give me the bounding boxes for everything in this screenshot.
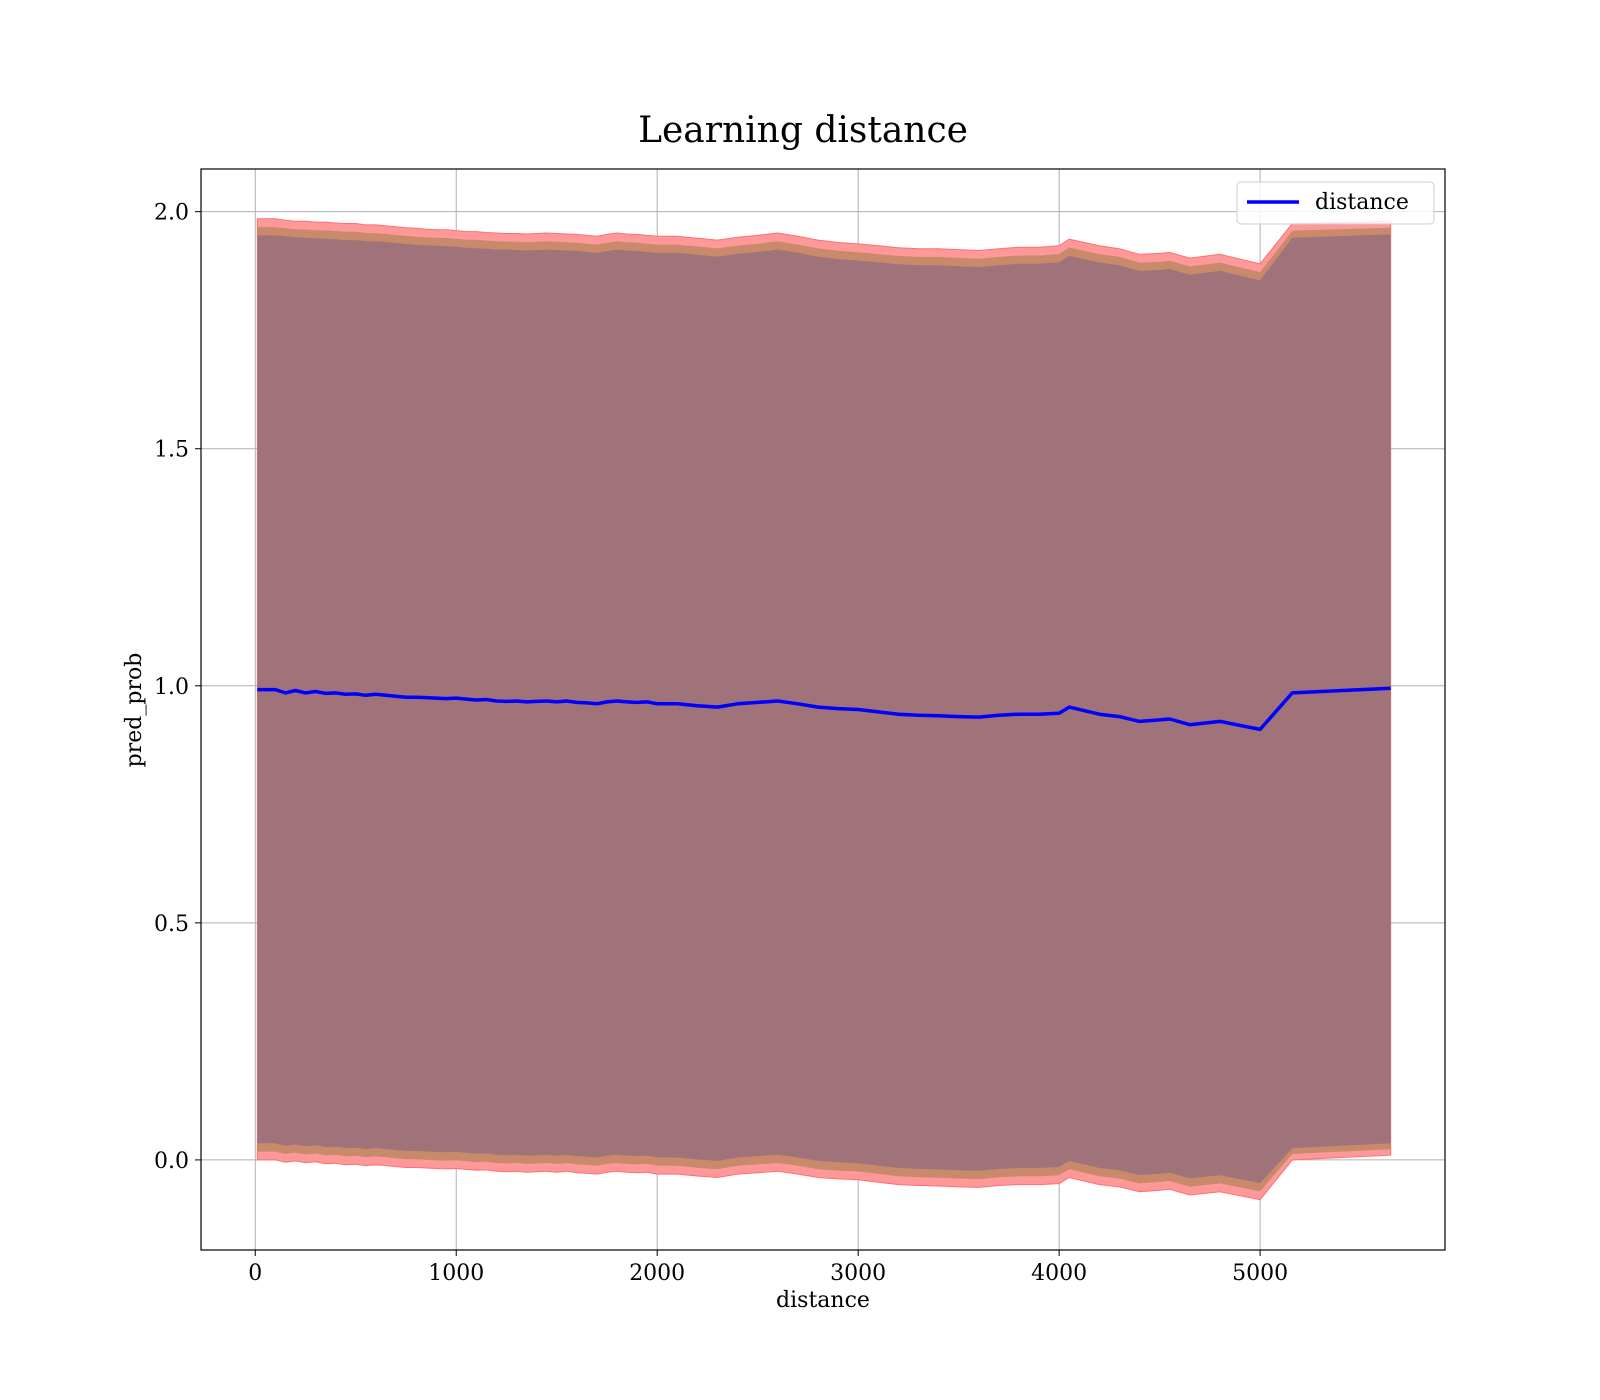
y-tick-label: 1.0 bbox=[154, 675, 189, 700]
y-tick-label: 0.5 bbox=[154, 912, 189, 937]
chart-title: Learning distance bbox=[638, 110, 968, 151]
y-tick-label: 1.5 bbox=[154, 438, 189, 463]
y-tick-label: 2.0 bbox=[154, 201, 189, 226]
x-tick-label: 0 bbox=[248, 1261, 262, 1286]
legend-box bbox=[1236, 181, 1435, 225]
x-tick-label: 5000 bbox=[1232, 1261, 1288, 1286]
y-axis-title: pred_prob bbox=[122, 653, 147, 768]
legend[interactable]: distance bbox=[1236, 181, 1435, 225]
plot-area bbox=[200, 168, 1446, 1251]
series-line-distance bbox=[257, 686, 1391, 732]
x-axis: 0 1000 2000 3000 4000 5000 bbox=[248, 1250, 1288, 1286]
series-lines bbox=[257, 686, 1391, 732]
x-axis-title: distance bbox=[776, 1288, 870, 1313]
y-tick-label: 0.0 bbox=[154, 1149, 189, 1174]
x-tick-label: 1000 bbox=[428, 1261, 484, 1286]
x-tick-label: 4000 bbox=[1031, 1261, 1087, 1286]
axes-frame bbox=[200, 168, 1446, 1251]
x-tick-label: 2000 bbox=[629, 1261, 685, 1286]
legend-label: distance bbox=[1315, 190, 1409, 215]
x-tick-label: 3000 bbox=[830, 1261, 886, 1286]
y-axis: 0.0 0.5 1.0 1.5 2.0 bbox=[154, 201, 201, 1174]
